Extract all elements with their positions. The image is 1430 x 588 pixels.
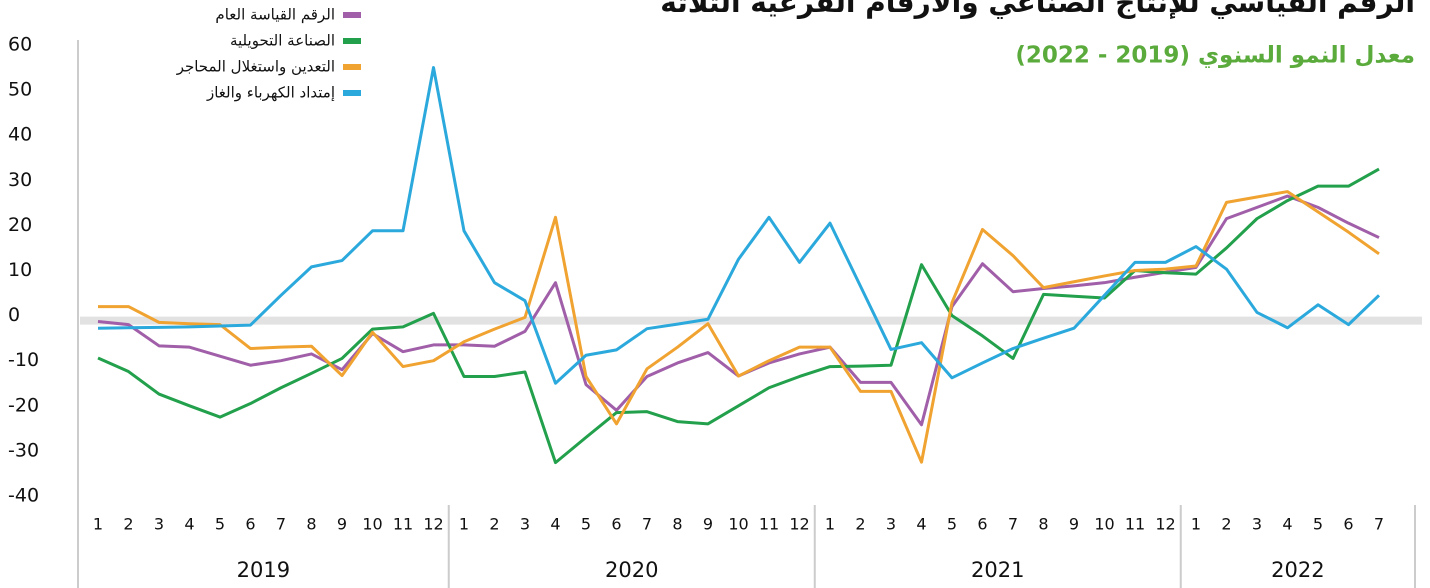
y-tick-label: 50 bbox=[8, 79, 32, 101]
x-tick-label: 8 bbox=[1038, 515, 1048, 534]
y-tick-label: 10 bbox=[8, 259, 32, 281]
x-tick-label: 6 bbox=[1343, 515, 1353, 534]
series-line bbox=[97, 66, 1381, 385]
x-tick-label: 11 bbox=[759, 515, 779, 534]
x-tick-label: 4 bbox=[1282, 515, 1292, 534]
x-group-label: 2019 bbox=[237, 558, 290, 582]
x-tick-label: 5 bbox=[947, 515, 957, 534]
x-group-label: 2022 bbox=[1271, 558, 1324, 582]
x-tick-label: 8 bbox=[672, 515, 682, 534]
legend-swatch bbox=[343, 64, 361, 70]
y-tick-label: 20 bbox=[8, 214, 32, 236]
x-tick-label: 9 bbox=[337, 515, 347, 534]
legend-label: الرقم القياسة العام bbox=[215, 6, 335, 24]
chart-subtitle: معدل النمو السنوي (2019 - 2022) bbox=[1015, 43, 1415, 69]
y-tick-label: -40 bbox=[8, 485, 39, 507]
x-tick-label: 12 bbox=[423, 515, 443, 534]
x-tick-label: 3 bbox=[886, 515, 896, 534]
x-tick-label: 11 bbox=[393, 515, 413, 534]
y-tick-label: -10 bbox=[8, 349, 39, 371]
x-tick-label: 12 bbox=[1155, 515, 1175, 534]
x-tick-label: 4 bbox=[916, 515, 926, 534]
y-tick-label: 60 bbox=[8, 34, 32, 56]
x-tick-label: 1 bbox=[1191, 515, 1201, 534]
y-tick-label: -30 bbox=[8, 439, 39, 461]
x-tick-label: 4 bbox=[184, 515, 194, 534]
series-line bbox=[98, 190, 1380, 464]
x-tick-label: 1 bbox=[459, 515, 469, 534]
x-tick-label: 6 bbox=[977, 515, 987, 534]
y-tick-label: 30 bbox=[8, 169, 32, 191]
x-tick-label: 1 bbox=[93, 515, 103, 534]
chart-title: الرقم القياسي للإنتاج الصناعي والأرقام ا… bbox=[660, 0, 1415, 20]
legend-swatch bbox=[343, 90, 361, 96]
y-tick-label: 0 bbox=[8, 304, 20, 326]
x-tick-label: 2 bbox=[855, 515, 865, 534]
legend-label: التعدين واستغلال المحاجر bbox=[176, 58, 335, 76]
x-tick-label: 10 bbox=[728, 515, 748, 534]
legend-label: الصناعة التحويلية bbox=[230, 32, 335, 50]
legend-swatch bbox=[343, 38, 361, 44]
x-tick-label: 11 bbox=[1125, 515, 1145, 534]
legend-label: إمتداد الكهرباء والغاز bbox=[206, 84, 335, 102]
x-tick-label: 6 bbox=[611, 515, 621, 534]
x-tick-label: 5 bbox=[581, 515, 591, 534]
x-tick-label: 5 bbox=[1313, 515, 1323, 534]
y-tick-label: 40 bbox=[8, 124, 32, 146]
x-tick-label: 6 bbox=[245, 515, 255, 534]
legend-swatch bbox=[343, 12, 361, 18]
series-line bbox=[97, 194, 1380, 427]
x-tick-label: 12 bbox=[789, 515, 809, 534]
x-tick-label: 1 bbox=[825, 515, 835, 534]
x-tick-label: 3 bbox=[520, 515, 530, 534]
x-tick-label: 2 bbox=[489, 515, 499, 534]
x-tick-label: 3 bbox=[1252, 515, 1262, 534]
y-tick-label: -20 bbox=[8, 394, 39, 416]
x-tick-label: 9 bbox=[703, 515, 713, 534]
x-tick-label: 3 bbox=[154, 515, 164, 534]
x-tick-label: 7 bbox=[642, 515, 652, 534]
x-tick-label: 10 bbox=[1094, 515, 1114, 534]
x-group-label: 2020 bbox=[605, 558, 658, 582]
x-tick-label: 5 bbox=[215, 515, 225, 534]
x-tick-label: 8 bbox=[306, 515, 316, 534]
x-tick-label: 2 bbox=[123, 515, 133, 534]
x-group-label: 2021 bbox=[971, 558, 1024, 582]
series-line bbox=[97, 167, 1380, 465]
x-tick-label: 7 bbox=[1374, 515, 1384, 534]
x-tick-label: 2 bbox=[1221, 515, 1231, 534]
x-tick-label: 4 bbox=[550, 515, 560, 534]
x-tick-label: 7 bbox=[276, 515, 286, 534]
x-tick-label: 10 bbox=[362, 515, 382, 534]
x-tick-label: 7 bbox=[1008, 515, 1018, 534]
x-tick-label: 9 bbox=[1069, 515, 1079, 534]
